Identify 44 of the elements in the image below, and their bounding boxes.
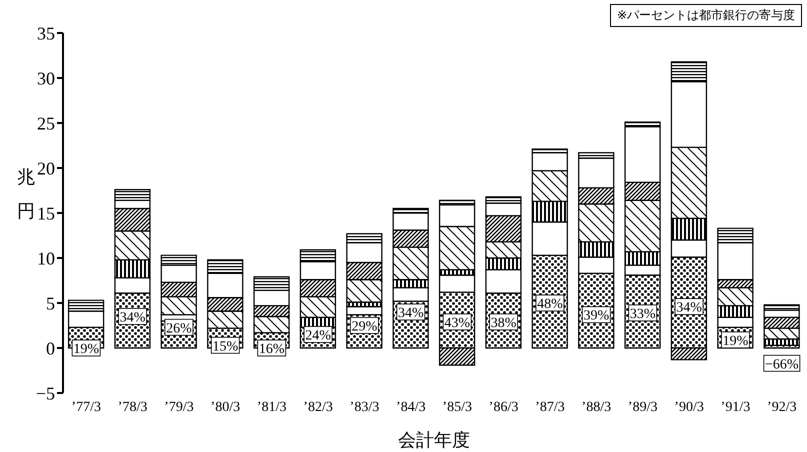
x-tick-label: ’87/3 [535, 400, 565, 415]
y-tick-label: 15 [37, 203, 55, 224]
annotation: 29% [352, 320, 378, 334]
x-axis-title: 会計年度 [398, 430, 470, 450]
annotation: 15% [212, 339, 238, 354]
annotation: 16% [258, 342, 285, 357]
x-tick-label: ’77/3 [71, 400, 101, 415]
x-tick-label: ’90/3 [674, 400, 704, 415]
annotation: 33% [630, 306, 656, 322]
x-tick-label: ’89/3 [628, 400, 658, 415]
y-tick-label: −5 [36, 383, 55, 404]
annotation: 19% [722, 334, 749, 349]
x-tick-label: ’88/3 [582, 400, 612, 415]
y-axis-title: 兆円 [17, 167, 35, 221]
x-tick-label: ’83/3 [350, 400, 380, 415]
annotation: 39% [583, 308, 610, 324]
x-tick-label: ’86/3 [488, 400, 518, 415]
annotation: 34% [398, 306, 424, 321]
y-tick-label: 20 [37, 158, 55, 178]
annotation: −66% [765, 357, 799, 372]
x-tick-label: ’84/3 [396, 400, 426, 415]
x-tick-label: ’78/3 [118, 400, 148, 415]
x-tick-label: ’85/3 [442, 400, 472, 415]
x-tick-label: ’79/3 [164, 400, 194, 415]
x-tick-label: ’82/3 [303, 400, 333, 415]
text: ※パーセントは都市銀行の寄与度 [610, 4, 802, 27]
annotation: 34% [676, 300, 702, 316]
y-tick-label: 10 [37, 248, 55, 268]
annotation: 19% [73, 342, 100, 357]
y-tick-label: 25 [37, 113, 55, 134]
x-tick-label: ’80/3 [210, 400, 240, 415]
y-tick-label: 30 [37, 68, 55, 88]
annotation: 38% [490, 316, 517, 331]
x-tick-label: ’81/3 [256, 400, 286, 415]
annotation: 43% [444, 316, 470, 331]
y-tick-label: 35 [37, 23, 55, 44]
annotation: 48% [537, 297, 564, 312]
x-tick-label: ’92/3 [767, 400, 797, 415]
y-tick-label: 5 [46, 293, 55, 314]
y-tick-label: 0 [46, 338, 55, 358]
annotation: 26% [166, 321, 192, 336]
x-tick-label: ’91/3 [720, 400, 750, 415]
annotation: 34% [120, 310, 146, 326]
annotation: 24% [305, 328, 332, 344]
